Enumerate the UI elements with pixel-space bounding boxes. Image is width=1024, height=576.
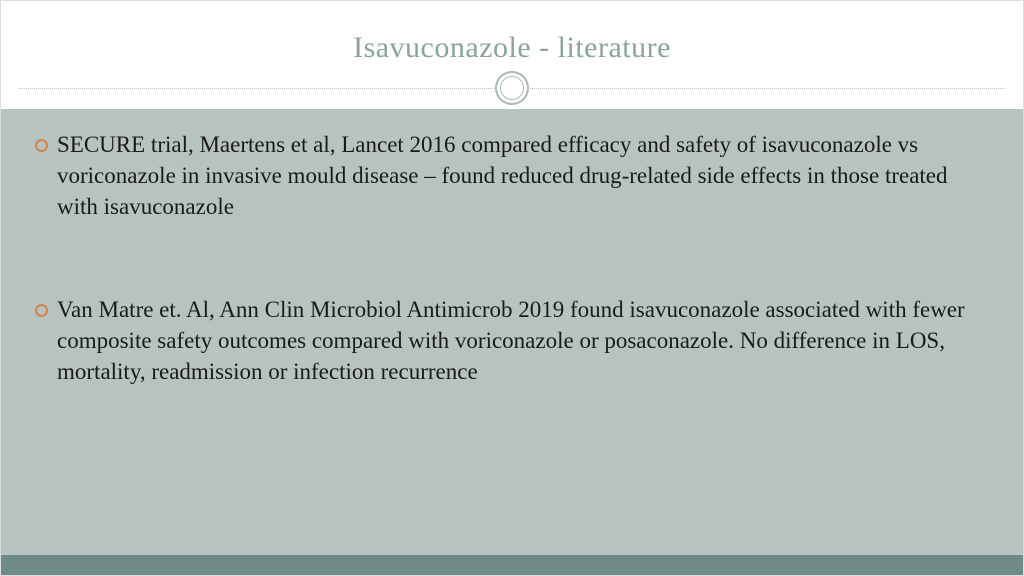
list-item: Van Matre et. Al, Ann Clin Microbiol Ant… (29, 294, 983, 387)
slide-title: Isavuconazole - literature (1, 31, 1023, 65)
list-item: SECURE trial, Maertens et al, Lancet 201… (29, 129, 983, 222)
body: SECURE trial, Maertens et al, Lancet 201… (1, 109, 1023, 557)
circle-ornament-icon (495, 71, 529, 105)
slide: Isavuconazole - literature SECURE trial,… (0, 0, 1024, 576)
bullet-list: SECURE trial, Maertens et al, Lancet 201… (29, 129, 983, 387)
footer-bar (1, 555, 1023, 575)
header: Isavuconazole - literature (1, 1, 1023, 109)
